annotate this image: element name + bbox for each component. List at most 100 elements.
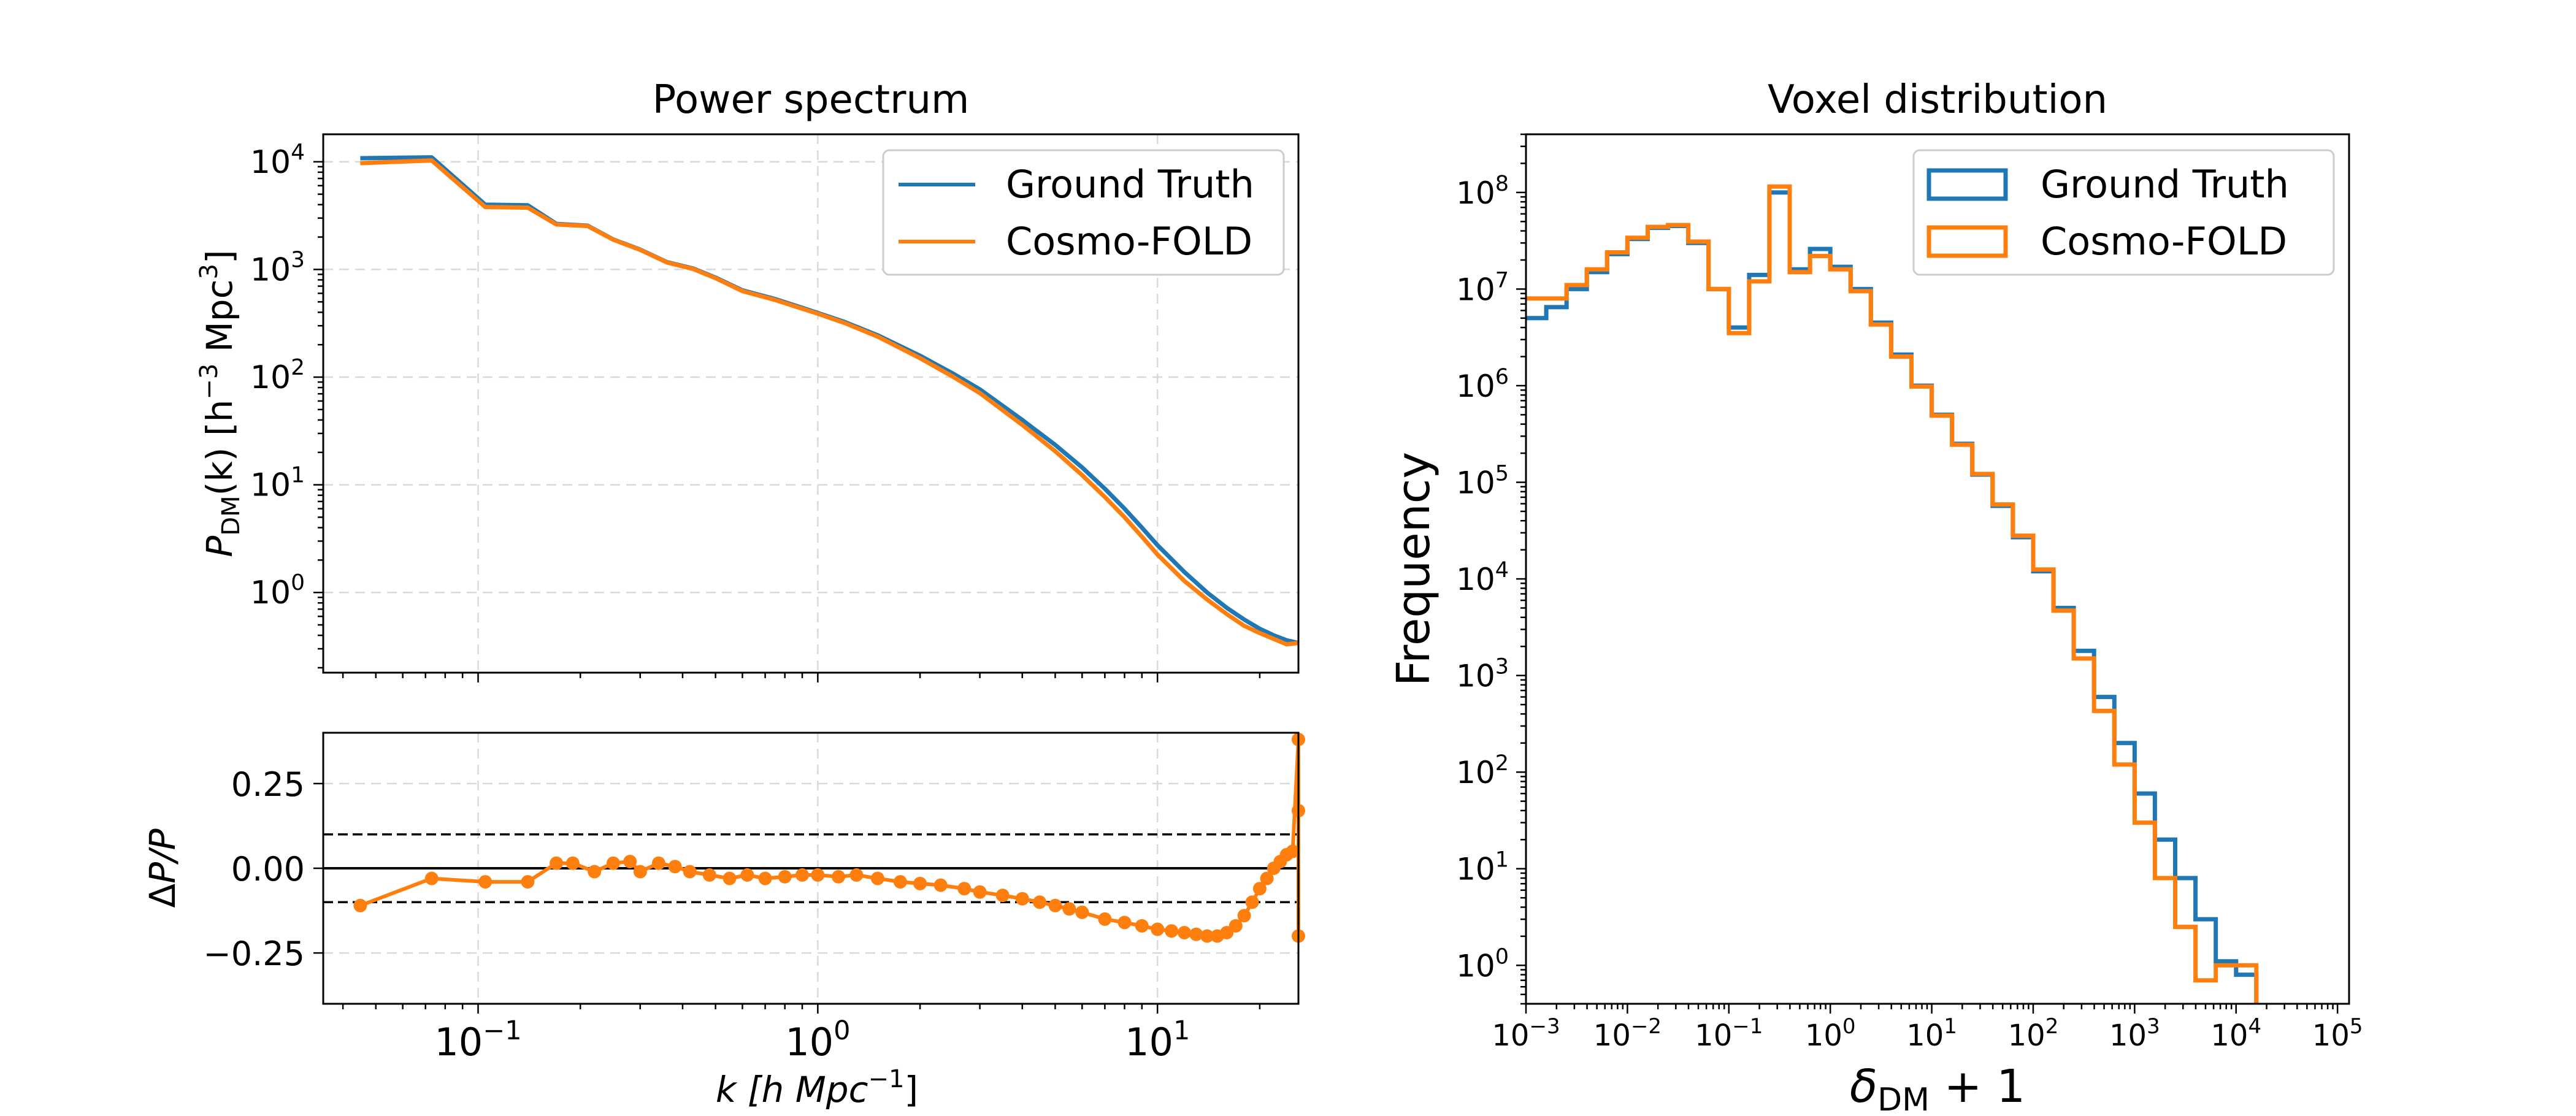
data-point bbox=[723, 871, 737, 885]
histogram-cosmo-fold bbox=[1526, 184, 2259, 1004]
data-point bbox=[1062, 902, 1076, 916]
data-point bbox=[913, 876, 927, 890]
data-point bbox=[1033, 895, 1047, 909]
x-tick-label: 100 bbox=[1805, 1014, 1856, 1053]
y-tick-label: 101 bbox=[1456, 848, 1509, 887]
power-spectrum-ticks: 100 101 102 103 104 bbox=[250, 140, 1261, 682]
y-tick-label: 107 bbox=[1456, 268, 1509, 307]
voxel-distribution-panel: 10−3 10−2 10−1 100 101 102 103 104 105 100 101 102 1… bbox=[1387, 77, 2363, 1116]
data-point bbox=[1200, 929, 1214, 943]
data-point bbox=[668, 860, 682, 874]
data-point bbox=[795, 868, 809, 882]
data-point bbox=[1151, 922, 1165, 936]
data-point bbox=[588, 865, 602, 879]
data-point bbox=[933, 878, 948, 892]
x-tick-label: 102 bbox=[2008, 1014, 2059, 1053]
y-tick-label: 104 bbox=[250, 140, 305, 181]
power-spectrum-series bbox=[360, 155, 1299, 647]
data-point bbox=[973, 885, 987, 899]
x-tick-label: 10−2 bbox=[1593, 1014, 1662, 1053]
x-tick-label: 103 bbox=[2109, 1014, 2160, 1053]
voxel-distribution-ylabel: Frequency bbox=[1387, 452, 1440, 686]
power-spectrum-title: Power spectrum bbox=[653, 77, 970, 123]
data-point bbox=[550, 856, 564, 870]
data-point bbox=[1015, 892, 1029, 906]
x-tick-label: 100 bbox=[785, 1015, 850, 1064]
x-tick-label: 10−1 bbox=[434, 1015, 521, 1064]
x-tick-label: 10−3 bbox=[1492, 1014, 1560, 1053]
data-point bbox=[1260, 871, 1274, 885]
data-point bbox=[478, 875, 493, 889]
data-point bbox=[1189, 927, 1203, 941]
voxel-distribution-axes-frame bbox=[1525, 133, 2350, 1005]
data-point bbox=[1048, 898, 1062, 912]
power-spectrum-axes-frame bbox=[322, 133, 1300, 674]
data-point bbox=[1252, 882, 1267, 896]
data-point bbox=[424, 871, 439, 885]
data-point bbox=[758, 871, 772, 885]
data-point bbox=[1178, 926, 1191, 939]
voxel-distribution-legend: Ground Truth Cosmo-FOLD bbox=[1912, 149, 2335, 276]
data-point bbox=[633, 865, 647, 879]
x-tick-label: 101 bbox=[1125, 1015, 1190, 1064]
voxel-distribution-xlabel: δDM + 1 bbox=[1850, 1060, 2025, 1116]
x-tick-label: 104 bbox=[2210, 1014, 2261, 1053]
residual-ticks: 10−1 100 101 0.25 0.00 −0.25 bbox=[204, 765, 1261, 1064]
data-point bbox=[1286, 844, 1300, 858]
data-point bbox=[1098, 912, 1112, 926]
y-tick-label: 103 bbox=[250, 247, 305, 288]
y-tick-label: 100 bbox=[250, 570, 305, 611]
data-point bbox=[1237, 909, 1251, 923]
power-spectrum-panel: 100 101 102 103 104 Power spectrum PDM(k) [h… bbox=[195, 77, 1300, 682]
y-tick-label: 102 bbox=[250, 355, 305, 396]
data-point bbox=[565, 856, 580, 870]
data-point bbox=[832, 869, 845, 884]
data-point bbox=[740, 868, 754, 882]
residual-reference-lines bbox=[323, 833, 1298, 903]
data-point bbox=[1229, 919, 1243, 933]
data-point bbox=[521, 875, 535, 889]
legend-label-cosmo-fold: Cosmo-FOLD bbox=[1006, 219, 1252, 264]
data-point bbox=[683, 865, 697, 879]
x-tick-label: 105 bbox=[2312, 1014, 2363, 1053]
data-point bbox=[870, 871, 884, 885]
x-tick-label: 101 bbox=[1906, 1014, 1957, 1053]
data-point bbox=[778, 869, 792, 884]
legend-swatch-ground-truth bbox=[1926, 168, 2008, 201]
voxel-distribution-series bbox=[1526, 184, 2259, 1004]
data-point bbox=[893, 875, 907, 889]
voxel-distribution-ticks: 10−3 10−2 10−1 100 101 102 103 104 105 100 101 102 1… bbox=[1456, 133, 2363, 1053]
data-point bbox=[1135, 919, 1149, 933]
data-point bbox=[702, 868, 716, 882]
y-tick-label: 104 bbox=[1456, 558, 1509, 597]
data-point bbox=[623, 855, 637, 868]
y-tick-label: 0.00 bbox=[231, 850, 305, 889]
x-tick-label: 10−1 bbox=[1695, 1014, 1763, 1053]
residual-series bbox=[353, 733, 1305, 943]
data-point bbox=[1075, 905, 1089, 919]
power-spectrum-grid bbox=[323, 134, 1298, 673]
y-tick-label: 101 bbox=[250, 463, 305, 504]
data-point bbox=[651, 856, 665, 870]
data-point bbox=[1117, 915, 1132, 930]
power-spectrum-ylabel: PDM(k) [h−3 Mpc3] bbox=[195, 250, 245, 557]
y-tick-label: 102 bbox=[1456, 751, 1509, 790]
data-point bbox=[606, 856, 620, 870]
residual-xlabel: k [h Mpc−1] bbox=[716, 1065, 918, 1110]
y-tick-label: 0.25 bbox=[231, 765, 305, 804]
y-tick-label: −0.25 bbox=[204, 934, 305, 973]
data-point bbox=[995, 889, 1010, 903]
data-point bbox=[811, 868, 825, 882]
y-tick-label: 106 bbox=[1456, 365, 1509, 404]
data-point bbox=[1245, 895, 1259, 909]
legend-label-ground-truth: Ground Truth bbox=[1006, 162, 1254, 207]
y-tick-label: 100 bbox=[1456, 944, 1509, 984]
legend-label-cosmo-fold: Cosmo-FOLD bbox=[2041, 219, 2287, 264]
series-line-cosmo-fold bbox=[360, 158, 1299, 647]
data-point bbox=[849, 868, 864, 882]
voxel-distribution-title: Voxel distribution bbox=[1768, 77, 2107, 123]
data-point bbox=[353, 898, 367, 912]
y-tick-label: 105 bbox=[1456, 462, 1509, 501]
residual-panel: 10−1 100 101 0.25 0.00 −0.25 ΔP/P k [h Mpc−1] bbox=[142, 732, 1305, 1110]
